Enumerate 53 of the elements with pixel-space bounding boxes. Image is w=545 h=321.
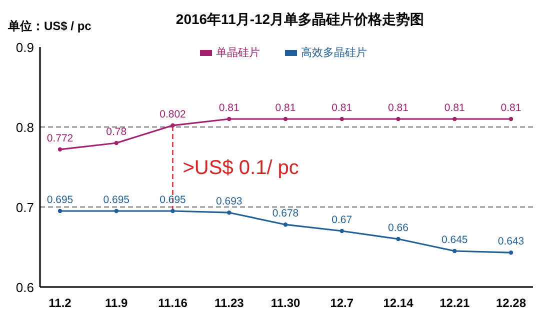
legend-label: 高效多晶硅片	[301, 46, 367, 59]
point	[283, 222, 288, 227]
x-tick-label: 12.28	[496, 296, 526, 310]
point	[396, 116, 400, 122]
data-label: 0.81	[332, 102, 352, 114]
data-label: 0.695	[46, 194, 74, 206]
point	[58, 208, 62, 214]
x-tick-label: 11.30	[270, 296, 301, 310]
data-label: 0.695	[103, 194, 130, 206]
point	[508, 250, 514, 255]
point	[452, 116, 457, 122]
x-tick-label: 11.2	[48, 296, 72, 310]
data-label: 0.772	[46, 132, 74, 144]
point	[283, 116, 288, 122]
data-label: 0.81	[275, 102, 296, 114]
point	[227, 210, 232, 215]
legend-label: 单晶硅片	[216, 46, 260, 59]
data-label: 0.81	[444, 102, 466, 114]
y-tick-label: 0.9	[16, 40, 34, 55]
x-tick-label: 11.23	[214, 296, 244, 310]
point	[170, 123, 175, 128]
point	[170, 208, 175, 214]
x-tick-label: 12.14	[383, 296, 414, 310]
point	[58, 147, 62, 152]
data-label: 0.693	[216, 196, 242, 208]
data-label: 0.67	[332, 214, 352, 226]
annotation: >US$ 0.1/ pc	[182, 157, 299, 179]
data-label: 0.678	[272, 208, 299, 220]
point	[114, 140, 118, 146]
data-label: 0.81	[218, 102, 240, 114]
y-axis-title: 单位：US$ / pc	[7, 19, 92, 33]
data-label: 0.81	[388, 102, 409, 114]
point	[508, 116, 514, 122]
y-tick-label: 0.8	[16, 120, 34, 135]
data-label: 0.802	[160, 108, 186, 120]
x-tick-label: 12.7	[330, 296, 354, 310]
x-tick-label: 11.16	[158, 296, 188, 310]
data-label: 0.78	[106, 126, 127, 138]
point	[340, 228, 344, 234]
x-tick-label: 12.21	[440, 296, 470, 310]
point	[340, 116, 344, 122]
point	[396, 236, 400, 242]
data-label: 0.645	[441, 234, 468, 246]
x-tick-label: 11.9	[105, 296, 128, 310]
chart-title: 2016年11月-12月单多晶硅片价格走势图	[176, 11, 424, 27]
point	[227, 116, 232, 122]
data-label: 0.66	[388, 222, 409, 234]
y-tick-label: 0.7	[16, 200, 34, 215]
y-tick-label: 0.6	[16, 280, 34, 295]
point	[452, 248, 457, 254]
data-label: 0.643	[498, 236, 524, 248]
data-label: 0.81	[500, 102, 522, 114]
point	[114, 208, 118, 214]
